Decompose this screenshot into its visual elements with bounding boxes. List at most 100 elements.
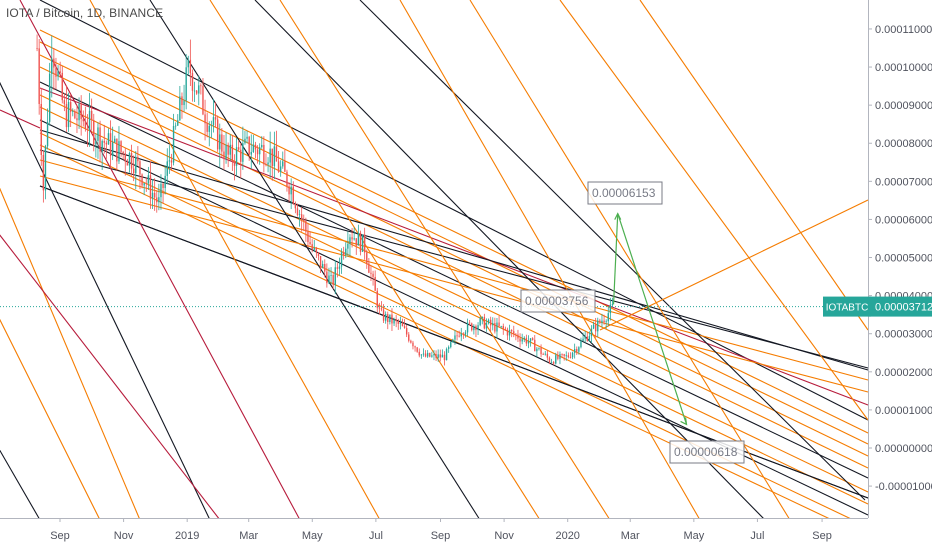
- channel-line: [469, 0, 791, 521]
- candle-body: [193, 90, 196, 92]
- candle-body: [609, 304, 612, 314]
- candle-body: [248, 136, 250, 155]
- y-tick-label: 0.00000000: [875, 443, 932, 455]
- candle-body: [330, 275, 332, 276]
- candle-body: [195, 90, 198, 94]
- candle-body: [78, 103, 80, 121]
- candle-body: [475, 326, 477, 331]
- price-scale-bg: [868, 0, 932, 550]
- candle-body: [366, 252, 368, 264]
- candle-body: [59, 71, 61, 73]
- candle-body: [521, 339, 523, 342]
- candle-body: [345, 248, 347, 256]
- candle-body: [149, 175, 152, 199]
- candle-body: [65, 104, 68, 128]
- candle-body: [303, 219, 305, 222]
- candle-body: [141, 174, 143, 186]
- candle-body: [38, 48, 40, 104]
- candle-body: [137, 156, 139, 162]
- candle-body: [525, 337, 528, 344]
- candle-body: [227, 144, 229, 155]
- candle-body: [489, 319, 492, 326]
- candle-body: [479, 318, 481, 326]
- candle-body: [271, 148, 273, 167]
- candle-body: [202, 86, 204, 115]
- candle-body: [317, 252, 320, 256]
- candle-body: [445, 348, 448, 361]
- candle-body: [42, 154, 45, 191]
- channel-line: [39, 129, 869, 371]
- candle-body: [447, 347, 450, 349]
- channel-line: [209, 0, 541, 521]
- channel-line: [39, 175, 869, 393]
- candle-body: [153, 192, 156, 198]
- candle-body: [552, 362, 555, 364]
- channel-line: [254, 0, 766, 521]
- candle-body: [611, 304, 614, 305]
- candle-body: [594, 324, 597, 332]
- candle-body: [256, 149, 259, 155]
- candle-body: [118, 141, 120, 162]
- arrow-head-up: [614, 212, 622, 220]
- candle-body: [441, 354, 444, 358]
- candle-body: [536, 348, 538, 352]
- candle-body: [338, 266, 341, 269]
- candle-body: [359, 232, 362, 252]
- candle-body: [431, 355, 433, 357]
- candle-body: [298, 214, 301, 216]
- channel-line: [599, 199, 869, 331]
- arrow-head-down: [680, 417, 688, 426]
- y-tick-label: 0.00003000: [875, 329, 932, 341]
- candle-body: [340, 252, 343, 267]
- candle-body: [109, 133, 112, 156]
- candle-body: [315, 248, 318, 253]
- candle-body: [265, 164, 267, 166]
- candle-body: [290, 186, 292, 195]
- candle-body: [601, 320, 603, 323]
- candle-body: [191, 73, 194, 91]
- candle-body: [288, 186, 290, 195]
- candle-body: [384, 314, 387, 321]
- candle-body: [61, 72, 63, 101]
- candle-body: [237, 147, 240, 150]
- candle-body: [198, 85, 200, 94]
- candle-body: [569, 357, 572, 358]
- channel-line: [39, 106, 869, 505]
- candle-body: [107, 133, 110, 145]
- candle-body: [460, 333, 462, 337]
- candle-body: [357, 232, 360, 246]
- candle-body: [477, 325, 479, 331]
- channel-line: [39, 159, 869, 381]
- candle-body: [252, 144, 255, 152]
- candle-body: [603, 320, 605, 322]
- candle-body: [321, 263, 324, 269]
- candle-body: [405, 327, 408, 335]
- candle-body: [206, 123, 208, 132]
- candle-body: [74, 111, 76, 119]
- candle-body: [422, 353, 425, 355]
- candle-body: [97, 127, 99, 141]
- candle-body: [420, 354, 423, 356]
- candle-body: [172, 126, 175, 163]
- candle-body: [597, 320, 599, 332]
- candle-body: [166, 161, 168, 176]
- candle-body: [88, 110, 91, 131]
- candle-body: [40, 103, 42, 155]
- candle-body: [382, 309, 385, 321]
- candle-body: [67, 102, 70, 128]
- candle-body: [584, 336, 586, 339]
- candle-body: [342, 252, 345, 256]
- candle-body: [76, 118, 78, 121]
- annotation-box: [520, 289, 596, 313]
- candle-body: [502, 326, 504, 329]
- candle-body: [557, 355, 559, 359]
- channel-line: [39, 81, 869, 479]
- channel-line: [89, 0, 381, 521]
- candle-body: [216, 119, 219, 150]
- candle-body: [534, 339, 536, 352]
- candle-body: [242, 143, 244, 162]
- candle-body: [439, 354, 441, 358]
- channel-line: [0, 187, 141, 521]
